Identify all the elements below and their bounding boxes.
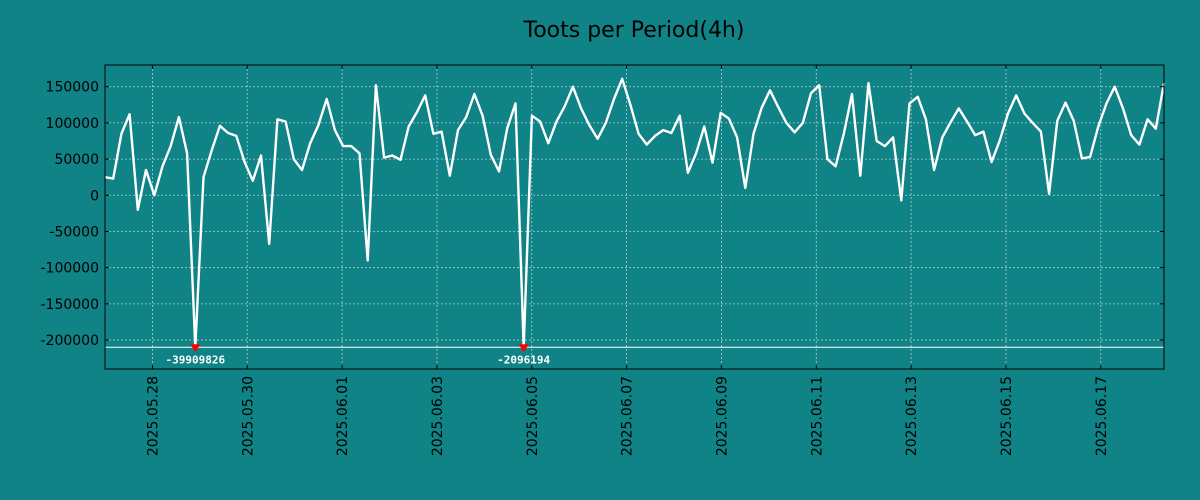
y-tick-label: 0 [90, 188, 99, 204]
annotation-label: -2096194 [497, 353, 550, 366]
x-tick-label: 2025.06.13 [904, 376, 920, 456]
x-axis: 2025.05.28 2025.05.30 2025.06.01 2025.06.03… [145, 65, 1110, 456]
x-tick-label: 2025.05.28 [145, 376, 161, 456]
annotation-marker [518, 344, 529, 353]
y-tick-label: -150000 [41, 297, 100, 313]
x-tick-label: 2025.06.09 [714, 376, 730, 456]
chart-title: Toots per Period(4h) [523, 18, 745, 43]
grid-lines [105, 65, 1164, 369]
series-line [104, 77, 1166, 349]
x-tick-label: 2025.06.01 [335, 376, 351, 456]
annotation-marker [190, 344, 201, 353]
annotation-group: -39909826 -2096194 [165, 344, 551, 366]
annotation-label: -39909826 [165, 353, 225, 366]
x-tick-label: 2025.06.07 [620, 376, 636, 456]
x-tick-label: 2025.05.30 [240, 376, 256, 456]
y-tick-label: -50000 [49, 224, 99, 240]
x-tick-label: 2025.06.17 [1094, 376, 1110, 456]
plot-frame [104, 64, 1165, 370]
y-tick-label: -200000 [41, 333, 100, 349]
y-tick-label: 150000 [46, 80, 99, 96]
y-tick-label: 50000 [54, 152, 99, 168]
x-tick-label: 2025.06.05 [525, 376, 541, 456]
y-axis: 150000 100000 50000 0 -50000 -100000 -150000 -2… [41, 80, 1164, 349]
x-tick-label: 2025.06.11 [809, 376, 825, 456]
y-tick-label: 100000 [46, 116, 99, 132]
x-tick-label: 2025.06.15 [999, 376, 1015, 456]
series-group [104, 77, 1166, 349]
y-tick-label: -100000 [41, 261, 100, 277]
x-tick-label: 2025.06.03 [430, 376, 446, 456]
